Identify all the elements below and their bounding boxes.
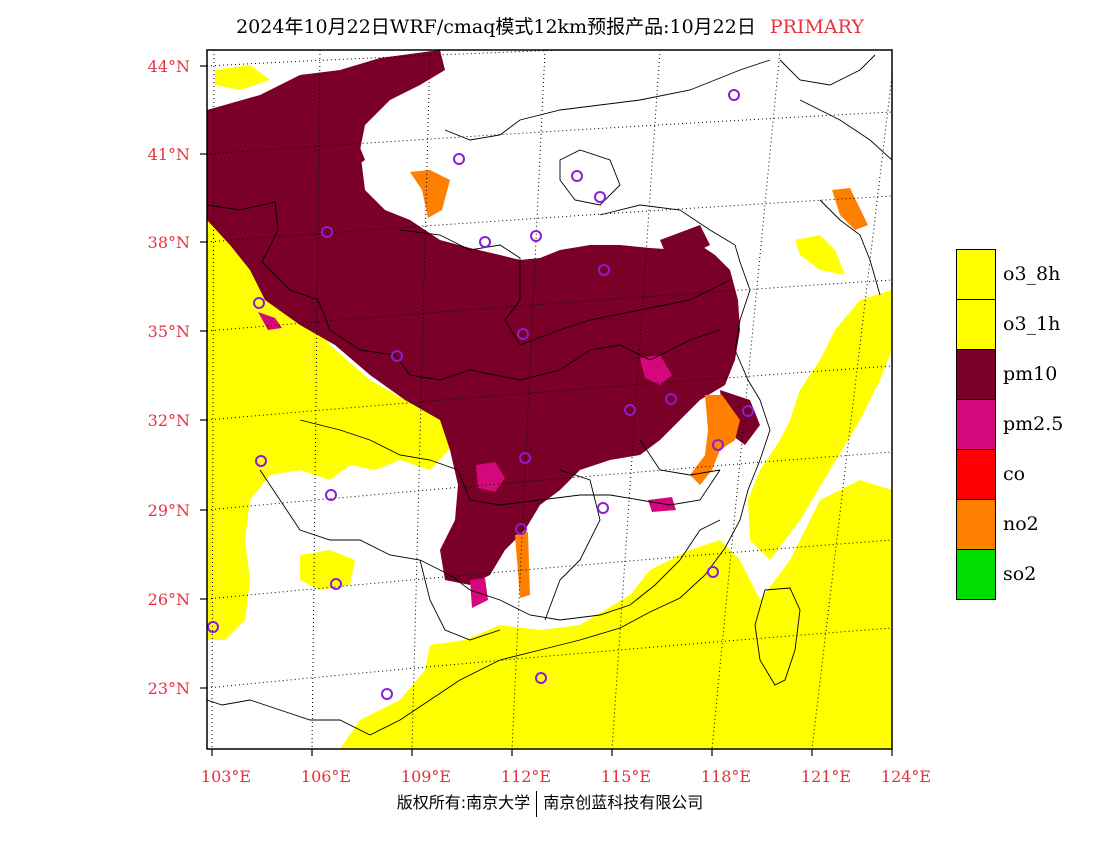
lat-label: 32°N xyxy=(148,411,190,430)
lat-label: 41°N xyxy=(148,145,190,164)
primary-tag: PRIMARY xyxy=(769,16,864,38)
lon-label: 121°E xyxy=(801,767,851,786)
lon-label: 115°E xyxy=(601,767,651,786)
legend-swatch xyxy=(956,399,996,450)
lat-label: 35°N xyxy=(148,322,190,341)
lat-label: 23°N xyxy=(148,679,190,698)
legend-label: o3_8h xyxy=(1003,263,1061,285)
lon-label: 112°E xyxy=(501,767,551,786)
map-frame xyxy=(206,49,893,750)
axis-ticks xyxy=(200,65,893,756)
longitude-labels: 103°E 106°E 109°E 112°E 115°E 118°E 121°… xyxy=(201,767,931,786)
legend-swatch xyxy=(956,299,996,350)
pm10-regions xyxy=(207,50,760,585)
legend-swatch xyxy=(956,449,996,500)
legend-label: so2 xyxy=(1003,563,1037,585)
copyright-footer: 版权所有:南京大学 南京创蓝科技有限公司 xyxy=(0,789,1100,817)
station-markers xyxy=(207,89,754,700)
legend-label: pm10 xyxy=(1003,363,1058,385)
legend-swatch xyxy=(956,349,996,400)
copyright-right: 南京创蓝科技有限公司 xyxy=(543,793,704,812)
legend-label: o3_1h xyxy=(1003,313,1061,335)
title-text: 2024年10月22日WRF/cmaq模式12km预报产品:10月22日 xyxy=(236,16,756,38)
legend-label: no2 xyxy=(1003,513,1039,535)
graticule xyxy=(207,50,892,749)
legend-label: pm2.5 xyxy=(1003,413,1064,435)
latitude-labels: 44°N 41°N 38°N 35°N 32°N 29°N 26°N 23°N xyxy=(148,57,190,698)
legend-swatch xyxy=(956,549,996,600)
lat-label: 26°N xyxy=(148,590,190,609)
footer-separator xyxy=(536,790,538,817)
map-title: 2024年10月22日WRF/cmaq模式12km预报产品:10月22日 PRIM… xyxy=(0,12,1100,39)
boundaries xyxy=(207,54,892,736)
lon-label: 106°E xyxy=(301,767,351,786)
lon-label: 118°E xyxy=(701,767,751,786)
lat-label: 29°N xyxy=(148,501,190,520)
copyright-left: 版权所有:南京大学 xyxy=(396,793,531,812)
pm25-regions xyxy=(258,312,676,608)
lat-label: 44°N xyxy=(148,57,190,76)
lat-label: 38°N xyxy=(148,233,190,252)
legend-swatch xyxy=(956,249,996,300)
legend-swatch xyxy=(956,499,996,550)
lon-label: 124°E xyxy=(881,767,931,786)
legend-label: co xyxy=(1003,463,1026,485)
lon-label: 103°E xyxy=(201,767,251,786)
lon-label: 109°E xyxy=(401,767,451,786)
